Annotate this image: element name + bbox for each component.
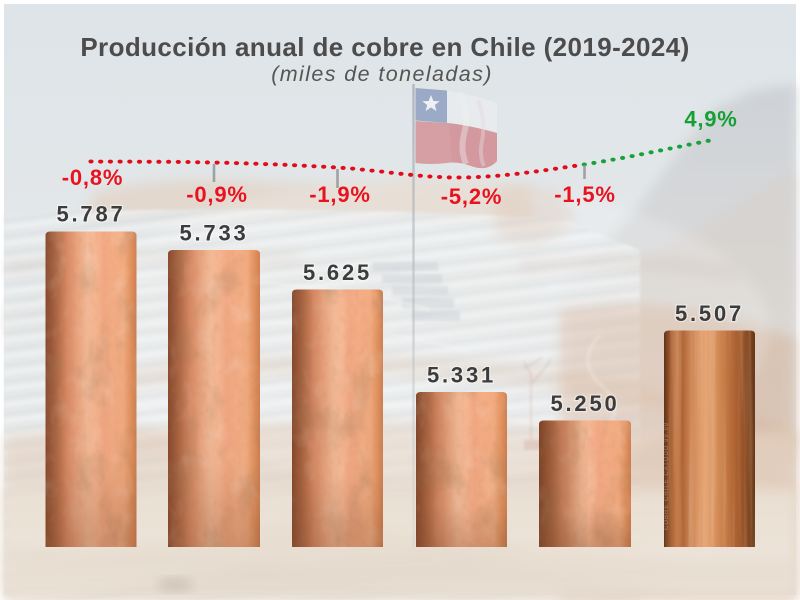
svg-text:COBRE CHILE CATODO 99.99: COBRE CHILE CATODO 99.99 [664,422,670,530]
svg-text:Producción anual de cobre en C: Producción anual de cobre en Chile (2019… [80,32,689,62]
svg-text:-5,2%: -5,2% [441,184,502,209]
svg-text:5.625: 5.625 [303,260,372,285]
svg-text:-0,8%: -0,8% [62,165,123,190]
svg-text:5.331: 5.331 [427,363,496,388]
svg-text:5.787: 5.787 [56,202,125,227]
svg-text:-0,9%: -0,9% [186,182,247,207]
svg-text:4,9%: 4,9% [684,107,737,132]
svg-text:5.250: 5.250 [550,391,619,416]
svg-text:5.507: 5.507 [675,301,744,326]
svg-text:5.733: 5.733 [179,221,248,246]
svg-text:-1,5%: -1,5% [554,182,615,207]
svg-text:-1,9%: -1,9% [309,182,370,207]
svg-text:(miles de toneladas): (miles de toneladas) [271,62,493,86]
